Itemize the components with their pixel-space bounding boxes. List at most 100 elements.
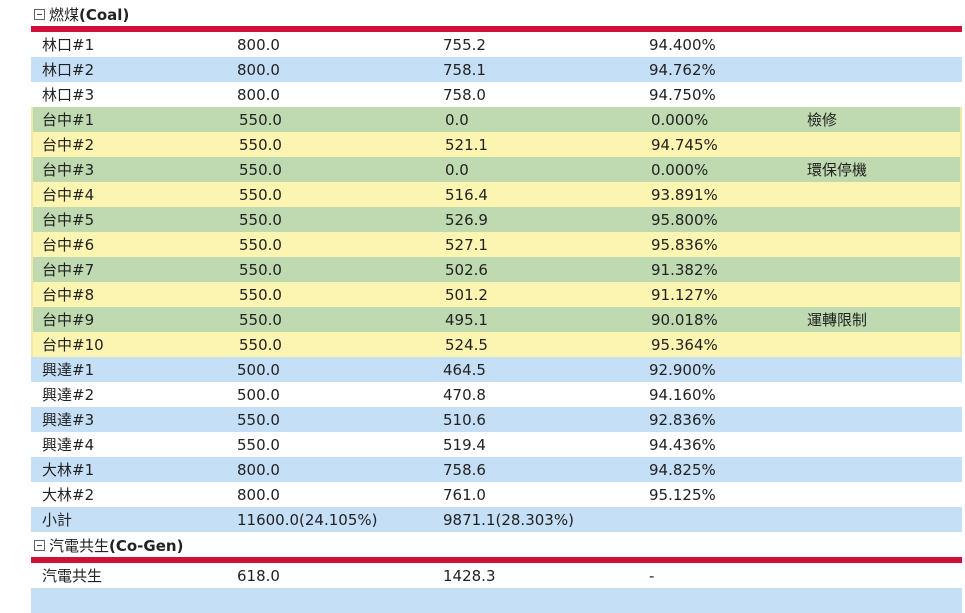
capacity-cell: 550.0 — [239, 110, 282, 129]
table-row: 台中#8 550.0 501.2 91.127% — [31, 282, 962, 307]
capacity-cell: 550.0 — [239, 135, 282, 154]
table-row: 林口#2 800.0 758.1 94.762% — [31, 57, 962, 82]
cogen-red-rule — [31, 557, 962, 563]
net-output-cell: 470.8 — [443, 385, 486, 404]
net-output-cell: 521.1 — [445, 135, 488, 154]
table-row: 台中#6 550.0 527.1 95.836% — [31, 232, 962, 257]
net-output-cell: 758.0 — [443, 85, 486, 104]
cogen-section-title: 汽電共生(Co-Gen) — [49, 535, 183, 556]
ratio-cell: 94.160% — [649, 385, 716, 404]
capacity-cell: 550.0 — [239, 210, 282, 229]
table-row: 台中#4 550.0 516.4 93.891% — [31, 182, 962, 207]
unit-name: 興達#1 — [42, 361, 95, 379]
unit-name: 台中#7 — [42, 261, 95, 279]
net-output-cell: 495.1 — [445, 310, 488, 329]
ratio-cell: 95.836% — [651, 235, 718, 254]
unit-name: 台中#3 — [42, 161, 95, 179]
ratio-cell: 92.836% — [649, 410, 716, 429]
capacity-cell: 500.0 — [237, 360, 280, 379]
capacity-cell: 550.0 — [237, 435, 280, 454]
net-output-cell: 0.0 — [445, 160, 469, 179]
capacity-cell: 550.0 — [239, 260, 282, 279]
table-row: 興達#3 550.0 510.6 92.836% — [31, 407, 962, 432]
cogen-section-header[interactable]: 汽電共生(Co-Gen) — [0, 533, 962, 558]
collapse-icon[interactable] — [34, 540, 45, 551]
table-row: 大林#2 800.0 761.0 95.125% — [31, 482, 962, 507]
unit-name: 台中#8 — [42, 286, 95, 304]
table-row: 台中#9 550.0 495.1 90.018% 運轉限制 — [31, 307, 962, 332]
coal-red-rule — [31, 26, 962, 32]
table-row: 興達#4 550.0 519.4 94.436% — [31, 432, 962, 457]
unit-name: 大林#1 — [42, 461, 95, 479]
coal-table: 林口#1 800.0 755.2 94.400% 林口#2 800.0 758.1 94.76… — [31, 32, 962, 532]
capacity-cell: 550.0 — [239, 335, 282, 354]
net-output-cell: 519.4 — [443, 435, 486, 454]
net-output-cell: 758.1 — [443, 60, 486, 79]
table-row: 台中#3 550.0 0.0 0.000% 環保停機 — [31, 157, 962, 182]
cogen-table: 汽電共生 618.0 1428.3 - — [31, 563, 962, 588]
table-row: 林口#3 800.0 758.0 94.750% — [31, 82, 962, 107]
unit-name: 台中#6 — [42, 236, 95, 254]
ratio-cell: 95.800% — [651, 210, 718, 229]
coal-section-header[interactable]: 燃煤(Coal) — [0, 2, 962, 27]
net-output-cell: 510.6 — [443, 410, 486, 429]
ratio-cell: 95.125% — [649, 485, 716, 504]
capacity-cell: 800.0 — [237, 60, 280, 79]
capacity-cell: 550.0 — [239, 160, 282, 179]
unit-name: 興達#2 — [42, 386, 95, 404]
capacity-cell: 550.0 — [239, 285, 282, 304]
note-cell: 檢修 — [807, 111, 838, 129]
ratio-cell: 92.900% — [649, 360, 716, 379]
unit-name: 小計 — [42, 511, 73, 529]
ratio-cell: 94.745% — [651, 135, 718, 154]
net-output-cell: 502.6 — [445, 260, 488, 279]
unit-name: 台中#10 — [42, 336, 104, 354]
net-output-cell: 9871.1(28.303%) — [443, 510, 574, 529]
ratio-cell: 91.127% — [651, 285, 718, 304]
capacity-cell: 11600.0(24.105%) — [237, 510, 378, 529]
unit-name: 台中#2 — [42, 136, 95, 154]
cogen-title-zh: 汽電共生 — [49, 537, 110, 555]
ratio-cell: 94.436% — [649, 435, 716, 454]
ratio-cell: 90.018% — [651, 310, 718, 329]
unit-name: 台中#5 — [42, 211, 95, 229]
capacity-cell: 618.0 — [237, 566, 280, 585]
ratio-cell: 91.382% — [651, 260, 718, 279]
net-output-cell: 1428.3 — [443, 566, 496, 585]
ratio-cell: 94.762% — [649, 60, 716, 79]
table-row: 汽電共生 618.0 1428.3 - — [31, 563, 962, 588]
capacity-cell: 550.0 — [239, 185, 282, 204]
net-output-cell: 526.9 — [445, 210, 488, 229]
unit-name: 大林#2 — [42, 486, 95, 504]
table-row: 小計 11600.0(24.105%) 9871.1(28.303%) — [31, 507, 962, 532]
coal-title-en: (Coal) — [79, 6, 130, 24]
net-output-cell: 0.0 — [445, 110, 469, 129]
capacity-cell: 550.0 — [239, 310, 282, 329]
ratio-cell: 93.891% — [651, 185, 718, 204]
unit-name: 林口#3 — [42, 86, 95, 104]
table-row: 大林#1 800.0 758.6 94.825% — [31, 457, 962, 482]
unit-name: 台中#1 — [42, 111, 95, 129]
cogen-subtotal-row-cut — [31, 588, 962, 613]
table-row: 台中#5 550.0 526.9 95.800% — [31, 207, 962, 232]
collapse-icon[interactable] — [34, 9, 45, 20]
table-row: 興達#2 500.0 470.8 94.160% — [31, 382, 962, 407]
ratio-cell: 94.825% — [649, 460, 716, 479]
coal-section-title: 燃煤(Coal) — [49, 4, 129, 25]
table-row: 台中#10 550.0 524.5 95.364% — [31, 332, 962, 357]
table-row: 興達#1 500.0 464.5 92.900% — [31, 357, 962, 382]
table-row: 台中#1 550.0 0.0 0.000% 檢修 — [31, 107, 962, 132]
table-row — [31, 588, 962, 613]
note-cell: 環保停機 — [807, 161, 868, 179]
ratio-cell: - — [649, 566, 655, 585]
unit-name: 興達#3 — [42, 411, 95, 429]
net-output-cell: 761.0 — [443, 485, 486, 504]
capacity-cell: 550.0 — [239, 235, 282, 254]
ratio-cell: 94.750% — [649, 85, 716, 104]
capacity-cell: 800.0 — [237, 485, 280, 504]
unit-name: 台中#4 — [42, 186, 95, 204]
net-output-cell: 758.6 — [443, 460, 486, 479]
note-cell: 運轉限制 — [807, 311, 868, 329]
net-output-cell: 464.5 — [443, 360, 486, 379]
